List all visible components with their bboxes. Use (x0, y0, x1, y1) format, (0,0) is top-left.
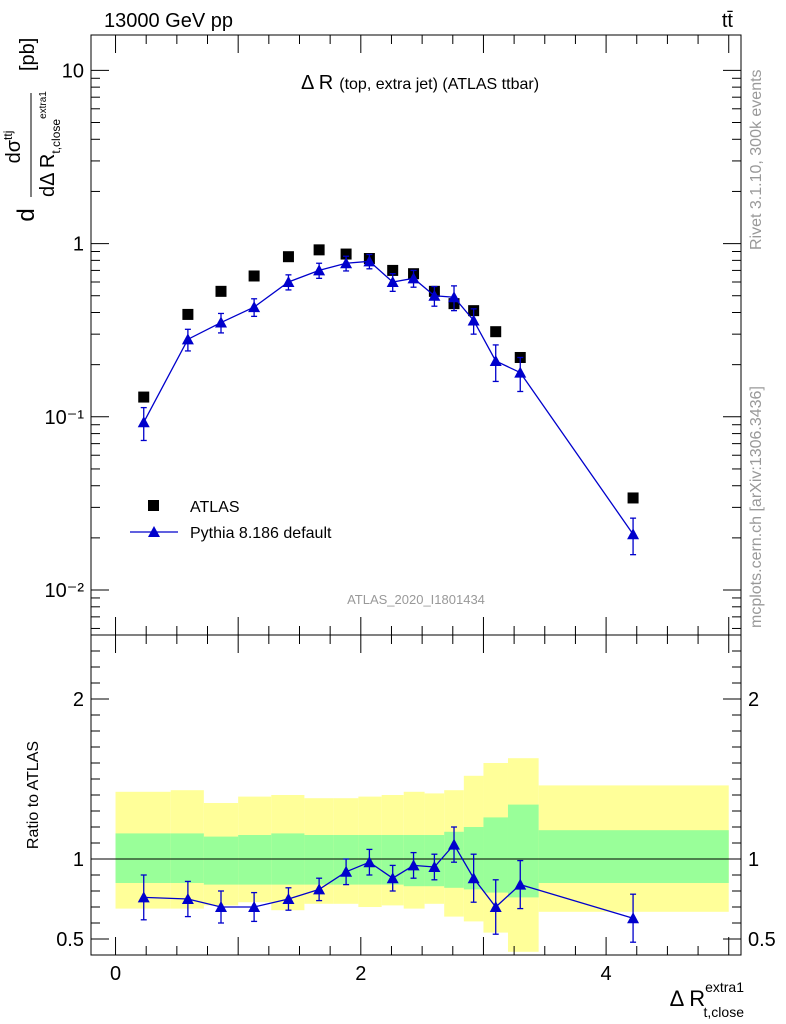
ratio-data-point (181, 893, 194, 904)
rivet-version-label: Rivet 3.1.10, 300k events (748, 69, 765, 250)
atlas-data-point (340, 248, 352, 260)
ratio-data-point (313, 883, 326, 895)
legend-pythia-label: Pythia 8.186 default (190, 525, 332, 542)
pythia-data-point (428, 289, 441, 301)
main-y-tick-label: 10⁻¹ (45, 407, 85, 429)
pythia-data-point (282, 276, 295, 288)
atlas-data-point (490, 326, 502, 338)
main-y-tick-label: 1 (73, 234, 84, 256)
energy-label: 13000 GeV pp (104, 10, 233, 32)
ratio-inner-band (304, 835, 334, 885)
process-label: tt̄ (722, 10, 734, 32)
ratio-data-point (428, 861, 441, 872)
pythia-data-point (248, 301, 261, 313)
atlas-data-point (627, 492, 639, 504)
atlas-data-point (138, 391, 150, 403)
pythia-data-point (215, 316, 227, 328)
ratio-data-point (340, 865, 353, 877)
pythia-data-point (313, 264, 326, 276)
ratio-series-layer (137, 826, 640, 943)
pythia-data-point (514, 366, 527, 378)
legend: ATLAS Pythia 8.186 default (130, 499, 332, 542)
pythia-data-point (363, 255, 376, 267)
ratio-data-point (467, 872, 480, 884)
y-label-numerator: dσttj (1, 131, 25, 164)
pythia-data-point (448, 291, 461, 303)
main-series-layer (137, 244, 640, 556)
legend-pythia-marker (148, 526, 160, 537)
ratio-inner-band (507, 804, 539, 898)
main-y-axis-label: d dσttj dΔ Rt,closeextra1 [pb] (1, 38, 63, 222)
ratio-y-axis-label: Ratio to ATLAS (25, 741, 42, 849)
atlas-data-point (215, 285, 227, 297)
atlas-data-point (387, 264, 399, 276)
x-tick-label: 4 (601, 963, 612, 985)
pythia-line (143, 260, 634, 535)
legend-atlas-marker (148, 500, 159, 511)
pythia-data-point (407, 272, 420, 284)
atlas-data-point (282, 251, 294, 263)
ratio-panel: 0.5 0.5 1 1 2 2 0 2 4 (56, 634, 776, 985)
x-label-sup: extra1 (705, 979, 744, 995)
pythia-data-point (137, 416, 150, 428)
x-tick-label: 0 (110, 963, 121, 985)
ratio-pythia-line (143, 843, 634, 919)
y-label-d: d (13, 208, 40, 221)
main-title: Δ R (top, extra jet) (ATLAS ttbar) (301, 72, 539, 94)
pythia-data-point (340, 257, 353, 269)
ratio-inner-band (170, 833, 204, 883)
main-title-subtitle: (top, extra jet) (ATLAS ttbar) (339, 76, 539, 93)
ratio-inner-band (238, 835, 272, 885)
ratio-data-point (248, 901, 261, 912)
atlas-data-point (313, 244, 325, 256)
ratio-data-point (627, 912, 640, 924)
analysis-watermark: ATLAS_2020_I1801434 (347, 592, 485, 607)
x-label-sub: t,close (704, 1004, 745, 1020)
x-label-main: Δ R (670, 986, 705, 1011)
pythia-data-point (386, 276, 399, 288)
ratio-y-tick-label: 2 (73, 689, 84, 711)
x-tick-label: 2 (355, 963, 366, 985)
mcplots-label: mcplots.cern.ch [arXiv:1306.3436] (748, 386, 765, 628)
legend-atlas-label: ATLAS (190, 499, 240, 516)
ratio-data-point (363, 856, 376, 868)
atlas-data-point (248, 270, 260, 282)
x-axis-label: Δ Rextra1 (670, 979, 745, 1011)
ratio-y-tick-label-right: 2 (748, 689, 759, 711)
main-axis-ticks: 10 1 10⁻¹ 10⁻² (45, 35, 741, 635)
ratio-data-point (407, 859, 420, 871)
y-label-denominator: dΔ Rt,closeextra1 (37, 91, 63, 197)
main-title-symbol: Δ R (301, 72, 333, 94)
ratio-data-point (489, 901, 502, 912)
ratio-data-point (282, 893, 295, 904)
ratio-inner-band (538, 830, 729, 883)
ratio-y-tick-label: 0.5 (56, 929, 84, 951)
ratio-y-tick-label: 1 (73, 849, 84, 871)
ratio-data-point (386, 872, 399, 884)
ratio-y-tick-label-right: 0.5 (748, 929, 776, 951)
ratio-inner-band (203, 836, 239, 885)
main-y-tick-label: 10⁻² (45, 580, 85, 602)
pythia-data-point (181, 333, 194, 345)
y-label-unit: [pb] (17, 38, 39, 71)
pythia-data-point (467, 314, 480, 326)
ratio-data-point (215, 901, 227, 912)
ratio-data-point (448, 838, 461, 850)
ratio-data-point (514, 878, 527, 890)
ratio-data-point (137, 891, 150, 903)
ratio-y-tick-label-right: 1 (748, 849, 759, 871)
ratio-axis-ticks: 0.5 0.5 1 1 2 2 0 2 4 (56, 634, 776, 985)
pythia-data-point (627, 528, 640, 540)
main-y-tick-label: 10 (62, 60, 84, 82)
main-panel: 10 1 10⁻¹ 10⁻² (45, 34, 742, 636)
atlas-data-point (182, 308, 194, 320)
ratio-plot-frame (90, 634, 742, 956)
pythia-data-point (489, 354, 502, 366)
ratio-inner-band (381, 835, 404, 885)
